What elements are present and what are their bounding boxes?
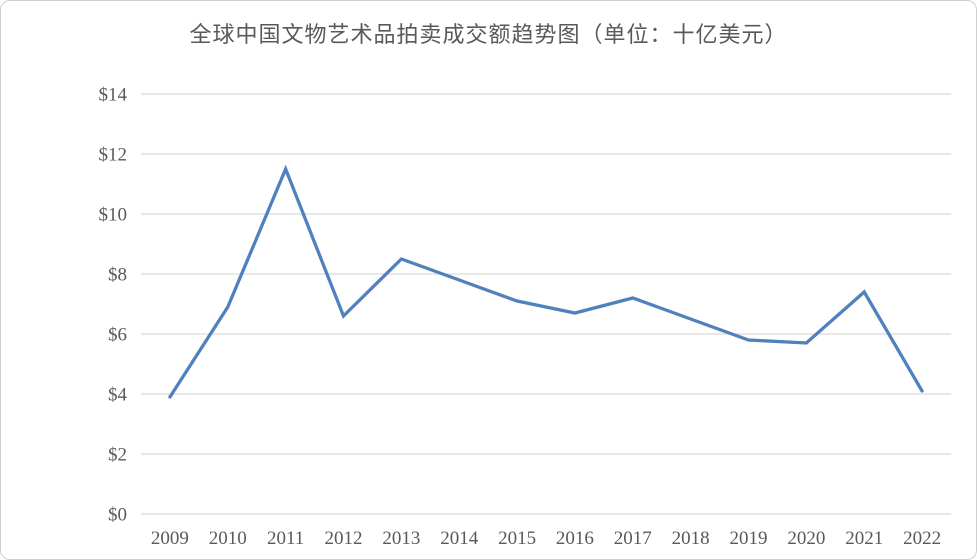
trend-line xyxy=(168,164,924,399)
x-axis-tick-label: 2016 xyxy=(556,528,594,549)
x-axis-tick-label: 2021 xyxy=(845,528,883,549)
x-axis-tick-label: 2020 xyxy=(787,528,825,549)
x-axis-tick-label: 2017 xyxy=(614,528,652,549)
x-axis-tick-label: 2015 xyxy=(498,528,536,549)
y-axis-tick-label: $12 xyxy=(99,145,128,166)
chart-title: 全球中国文物艺术品拍卖成交额趋势图（单位：十亿美元） xyxy=(189,22,788,47)
x-axis-tick-label: 2009 xyxy=(151,528,189,549)
x-axis-tick-label: 2018 xyxy=(672,528,710,549)
y-axis-tick-label: $0 xyxy=(108,505,127,526)
y-axis-tick-label: $2 xyxy=(108,445,127,466)
x-axis-tick-label: 2011 xyxy=(267,528,304,549)
x-axis-tick-label: 2022 xyxy=(903,528,941,549)
x-axis-tick-label: 2014 xyxy=(440,528,479,549)
y-axis-tick-label: $14 xyxy=(99,85,128,106)
y-axis-tick-label: $6 xyxy=(108,325,127,346)
y-axis-tick-label: $4 xyxy=(108,385,128,406)
x-axis-tick-label: 2012 xyxy=(325,528,363,549)
x-axis-tick-label: 2013 xyxy=(382,528,420,549)
y-axis-tick-label: $8 xyxy=(108,265,127,286)
y-axis-tick-label: $10 xyxy=(99,205,128,226)
x-axis-tick-label: 2010 xyxy=(209,528,247,549)
x-axis-tick-label: 2019 xyxy=(730,528,768,549)
